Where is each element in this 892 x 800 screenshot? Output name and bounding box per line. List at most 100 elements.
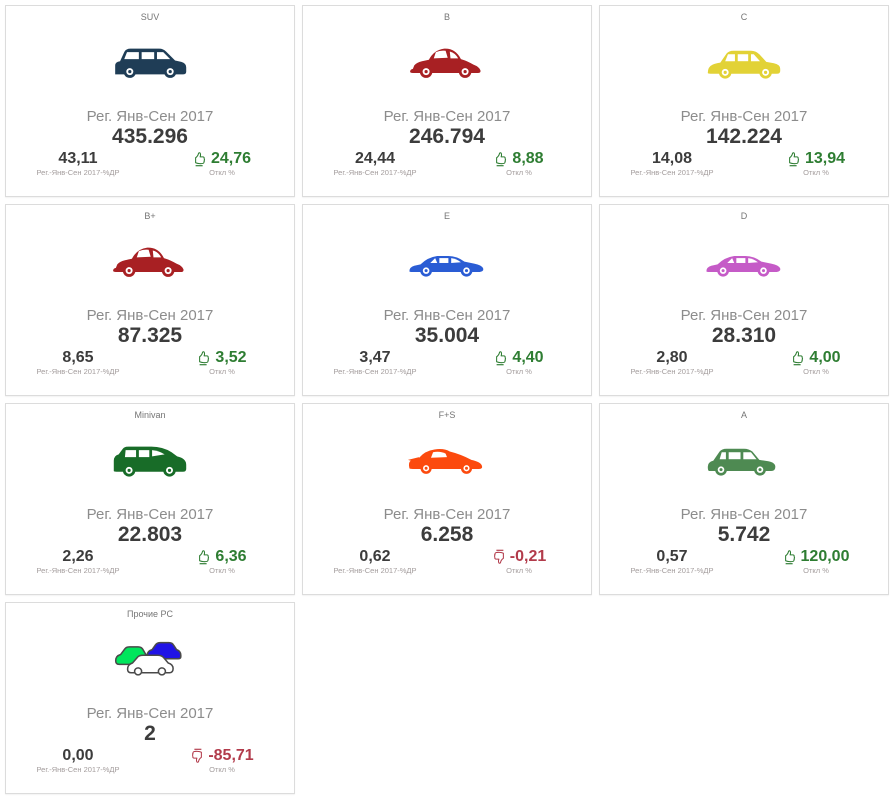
stats-row: 2,80 Рег.-Янв-Сен 2017-%ДР 4,00 Откл %: [600, 348, 888, 377]
deviation-wrap: 8,88: [447, 149, 591, 168]
deviation-wrap: 4,40: [447, 348, 591, 367]
share-stat: 43,11 Рег.-Янв-Сен 2017-%ДР: [6, 149, 150, 178]
segment-card[interactable]: A Рег. Янв-Сен 2017 5.742 0,57 Рег.-Янв-…: [599, 403, 889, 595]
share-label: Рег.-Янв-Сен 2017-%ДР: [630, 168, 714, 177]
thumb-up-icon: [494, 151, 508, 167]
deviation-stat: 120,00 Откл %: [744, 547, 888, 576]
deviation-value: 8,88: [512, 150, 544, 167]
registrations-value: 87.325: [117, 324, 183, 347]
deviation-wrap: 24,76: [150, 149, 294, 168]
deviation-value: -0,21: [509, 548, 547, 565]
share-stat: 14,08 Рег.-Янв-Сен 2017-%ДР: [600, 149, 744, 178]
share-stat: 0,57 Рег.-Янв-Сен 2017-%ДР: [600, 547, 744, 576]
thumb-up-icon: [783, 549, 797, 565]
segment-title: D: [740, 211, 748, 221]
deviation-label: Откл %: [209, 367, 235, 376]
segment-title: A: [740, 410, 747, 420]
deviation-stat: 4,40 Откл %: [447, 348, 591, 377]
thumb-up-icon: [791, 350, 805, 366]
stats-row: 24,44 Рег.-Янв-Сен 2017-%ДР 8,88 Откл %: [303, 149, 591, 178]
stats-row: 0,62 Рег.-Янв-Сен 2017-%ДР -0,21 Откл %: [303, 547, 591, 576]
deviation-stat: -0,21 Откл %: [447, 547, 591, 576]
period-label: Рег. Янв-Сен 2017: [383, 108, 511, 125]
stats-row: 0,00 Рег.-Янв-Сен 2017-%ДР -85,71 Откл %: [6, 746, 294, 775]
stats-row: 3,47 Рег.-Янв-Сен 2017-%ДР 4,40 Откл %: [303, 348, 591, 377]
deviation-wrap: 6,36: [150, 547, 294, 566]
share-label: Рег.-Янв-Сен 2017-%ДР: [333, 566, 417, 575]
share-value: 24,44: [354, 150, 396, 167]
segment-title: Прочие PC: [126, 609, 173, 619]
segment-card[interactable]: B Рег. Янв-Сен 2017 246.794 24,44 Рег.-Я…: [302, 5, 592, 197]
period-label: Рег. Янв-Сен 2017: [680, 307, 808, 324]
thumb-down-icon: [492, 549, 506, 565]
period-label: Рег. Янв-Сен 2017: [383, 307, 511, 324]
deviation-value: 6,36: [215, 548, 247, 565]
thumb-down-icon: [190, 748, 204, 764]
period-label: Рег. Янв-Сен 2017: [86, 705, 214, 722]
deviation-value: -85,71: [208, 747, 254, 764]
deviation-value: 13,94: [804, 150, 846, 167]
deviation-stat: 8,88 Откл %: [447, 149, 591, 178]
deviation-value: 120,00: [800, 548, 850, 565]
share-value: 2,80: [656, 349, 688, 366]
thumb-up-icon: [193, 151, 207, 167]
stats-row: 43,11 Рег.-Янв-Сен 2017-%ДР 24,76 Откл %: [6, 149, 294, 178]
stats-row: 2,26 Рег.-Янв-Сен 2017-%ДР 6,36 Откл %: [6, 547, 294, 576]
deviation-wrap: 4,00: [744, 348, 888, 367]
share-value: 3,47: [359, 349, 391, 366]
deviation-wrap: 3,52: [150, 348, 294, 367]
mixed-cars-icon: [6, 635, 294, 679]
registrations-value: 435.296: [112, 125, 188, 148]
share-value: 0,62: [359, 548, 391, 565]
share-label: Рег.-Янв-Сен 2017-%ДР: [333, 367, 417, 376]
deviation-value: 3,52: [215, 349, 247, 366]
segment-card[interactable]: D Рег. Янв-Сен 2017 28.310 2,80 Рег.-Янв…: [599, 204, 889, 396]
segment-card[interactable]: Minivan Рег. Янв-Сен 2017 22.803 2,26 Ре…: [5, 403, 295, 595]
share-label: Рег.-Янв-Сен 2017-%ДР: [36, 765, 120, 774]
deviation-value: 4,00: [809, 349, 841, 366]
segment-card[interactable]: SUV Рег. Янв-Сен 2017 435.296 43,11 Рег.…: [5, 5, 295, 197]
thumb-up-icon: [787, 151, 801, 167]
compact-car-icon: [600, 436, 888, 480]
deviation-stat: -85,71 Откл %: [150, 746, 294, 775]
segment-card[interactable]: C Рег. Янв-Сен 2017 142.224 14,08 Рег.-Я…: [599, 5, 889, 197]
period-label: Рег. Янв-Сен 2017: [680, 108, 808, 125]
share-stat: 3,47 Рег.-Янв-Сен 2017-%ДР: [303, 348, 447, 377]
segment-card[interactable]: E Рег. Янв-Сен 2017 35.004 3,47 Рег.-Янв…: [302, 204, 592, 396]
period-label: Рег. Янв-Сен 2017: [86, 307, 214, 324]
deviation-label: Откл %: [506, 168, 532, 177]
period-label: Рег. Янв-Сен 2017: [383, 506, 511, 523]
minivan-car-icon: [6, 436, 294, 480]
deviation-label: Откл %: [209, 566, 235, 575]
deviation-stat: 6,36 Откл %: [150, 547, 294, 576]
deviation-label: Откл %: [803, 566, 829, 575]
deviation-label: Откл %: [803, 168, 829, 177]
segment-title: B+: [144, 211, 156, 221]
thumb-up-icon: [197, 549, 211, 565]
beetle-car-icon: [6, 237, 294, 281]
segment-card[interactable]: B+ Рег. Янв-Сен 2017 87.325 8,65 Рег.-Ян…: [5, 204, 295, 396]
share-stat: 8,65 Рег.-Янв-Сен 2017-%ДР: [6, 348, 150, 377]
deviation-stat: 3,52 Откл %: [150, 348, 294, 377]
share-stat: 0,00 Рег.-Янв-Сен 2017-%ДР: [6, 746, 150, 775]
thumb-up-icon: [494, 350, 508, 366]
segment-title: E: [443, 211, 450, 221]
share-stat: 24,44 Рег.-Янв-Сен 2017-%ДР: [303, 149, 447, 178]
deviation-stat: 4,00 Откл %: [744, 348, 888, 377]
beetle-car-icon: [303, 38, 591, 82]
deviation-label: Откл %: [803, 367, 829, 376]
share-label: Рег.-Янв-Сен 2017-%ДР: [36, 566, 120, 575]
share-label: Рег.-Янв-Сен 2017-%ДР: [630, 367, 714, 376]
registrations-value: 28.310: [711, 324, 777, 347]
deviation-value: 4,40: [512, 349, 544, 366]
registrations-value: 246.794: [409, 125, 485, 148]
deviation-stat: 24,76 Откл %: [150, 149, 294, 178]
share-label: Рег.-Янв-Сен 2017-%ДР: [36, 168, 120, 177]
share-value: 43,11: [58, 150, 98, 167]
deviation-label: Откл %: [209, 765, 235, 774]
period-label: Рег. Янв-Сен 2017: [680, 506, 808, 523]
segment-card[interactable]: F+S Рег. Янв-Сен 2017 6.258 0,62 Рег.-Ян…: [302, 403, 592, 595]
segment-card[interactable]: Прочие PC Рег. Янв-Сен 2017 2 0,00 Рег.-…: [5, 602, 295, 794]
registrations-value: 22.803: [117, 523, 183, 546]
